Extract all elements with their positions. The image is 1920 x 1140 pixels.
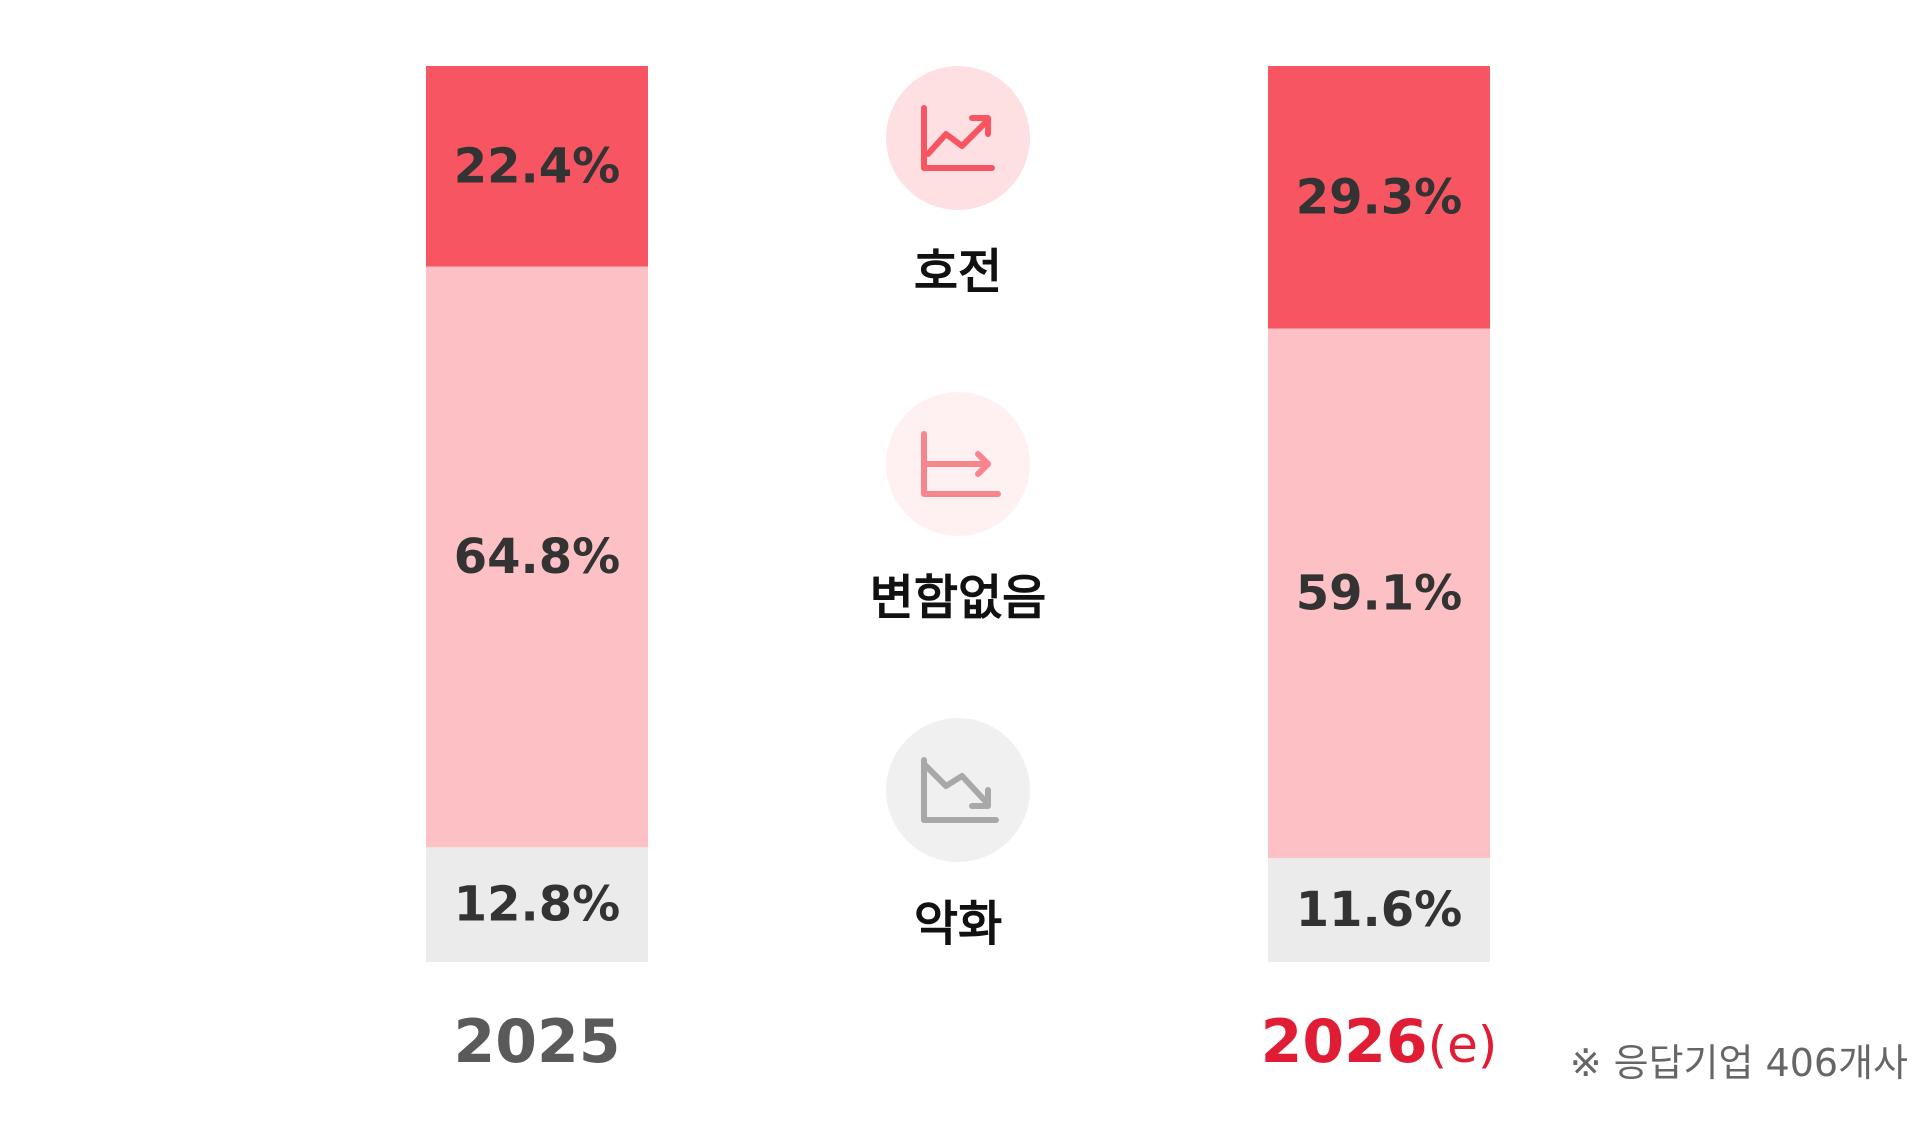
legend-label: 악화 (914, 896, 1002, 952)
legend-item: 악화 (886, 718, 1030, 952)
category-axis: 2025 2026(e) (454, 1007, 1498, 1077)
legend-icon-background (886, 718, 1030, 862)
legend-label: 변함없음 (870, 570, 1047, 626)
bar-segment (426, 66, 648, 267)
trending-flat-icon (921, 431, 1001, 497)
data-label: 29.3% (1296, 169, 1463, 225)
legend-item: 변함없음 (870, 392, 1047, 626)
bar-column-1: 22.4% 64.8% 12.8% (426, 66, 648, 962)
category-label: 2026(e) (1261, 1007, 1498, 1077)
bar-column-2: 29.3% 59.1% 11.6% (1268, 66, 1490, 962)
data-label: 12.8% (454, 877, 621, 933)
bars-layer: 22.4% 64.8% 12.8% 29.3% 59.1% 11.6% (426, 66, 1490, 962)
bar-segment (1268, 858, 1490, 962)
data-label: 11.6% (1296, 882, 1463, 938)
respondent-note: ※ 응답기업 406개사 (1570, 1041, 1908, 1085)
category-label-main: 2026 (1261, 1007, 1428, 1077)
trending-down-icon (921, 757, 999, 823)
trending-up-icon (921, 105, 995, 171)
bar-segment (426, 266, 648, 848)
legend-item: 호전 (886, 66, 1030, 300)
bar-segment (1268, 66, 1490, 329)
legend-icon-background (886, 66, 1030, 210)
bar-segment (426, 847, 648, 962)
category-label-main: 2025 (454, 1007, 621, 1077)
data-label: 59.1% (1296, 565, 1463, 621)
category-label-suffix: (e) (1428, 1016, 1498, 1074)
bar-segment (1268, 328, 1490, 859)
data-label: 22.4% (454, 138, 621, 194)
legend-label: 호전 (914, 244, 1002, 300)
category-label: 2025 (454, 1007, 621, 1077)
data-label: 64.8% (454, 529, 621, 585)
